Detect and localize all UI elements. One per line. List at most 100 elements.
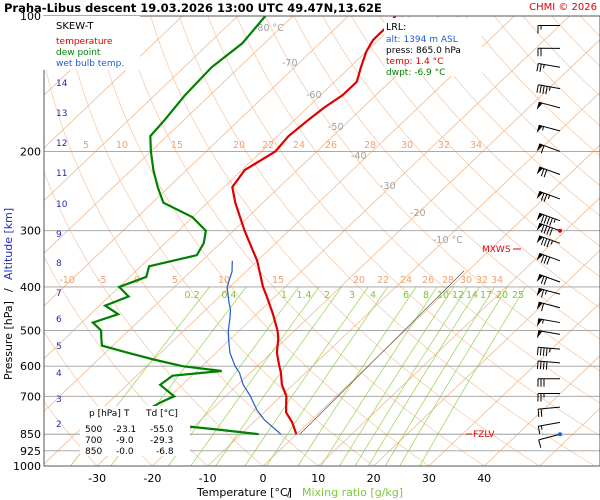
- wind-barb: [536, 222, 562, 236]
- wind-barb: [536, 301, 561, 312]
- pressure-tick-label: 1000: [13, 460, 41, 473]
- wind-barb: [537, 406, 561, 418]
- wind-barb: [536, 101, 561, 110]
- adiabat-label: 28: [442, 275, 454, 286]
- pressure-tick-label: 700: [20, 390, 41, 403]
- dry-adiabat: [264, 16, 600, 372]
- legend-temperature: temperature: [56, 37, 113, 47]
- dry-adiabat: [579, 16, 600, 37]
- ylabel-pressure: Pressure [hPa]: [2, 301, 15, 380]
- mixing-ratio-label: 1.4: [296, 290, 311, 301]
- wind-barb: [536, 166, 561, 178]
- adiabat-label: 32: [438, 140, 450, 151]
- plot-frame: [43, 15, 600, 467]
- isotherm: [44, 16, 515, 465]
- fzlv-label: FZLV: [473, 430, 495, 440]
- altitude-tick-label: 8: [56, 259, 62, 269]
- temperature-tick-label: 20: [367, 472, 381, 485]
- adiabat-label: -5: [97, 275, 106, 286]
- pressure-tick-label: 500: [20, 325, 41, 338]
- stats-row-500-t: -23.1: [113, 425, 136, 435]
- wind-barb: [536, 84, 561, 95]
- wind-barb: [537, 378, 561, 387]
- isotherm: [44, 16, 460, 412]
- adiabat-label: 34: [491, 275, 503, 286]
- adiabat-label: 5: [83, 140, 89, 151]
- mixing-ratio-line: [354, 286, 468, 466]
- altitude-tick-label: 12: [56, 139, 67, 149]
- pressure-tick-label: 100: [20, 10, 41, 23]
- lrl-box: [384, 18, 482, 76]
- mixing-ratio-label: 0.4: [221, 290, 236, 301]
- adiabat-label: 22: [377, 275, 389, 286]
- dry-adiabat: [350, 16, 600, 278]
- pressure-tick-label: 600: [20, 360, 41, 373]
- profiles: [90, 16, 397, 436]
- adiabat-label: 24: [400, 275, 412, 286]
- dew-point-line: [90, 16, 267, 436]
- wind-barb: [536, 252, 561, 265]
- xlabel-temperature: Temperature [°C]: [196, 486, 292, 499]
- adiabat-label: 22: [262, 140, 274, 151]
- dry-adiabat: [408, 16, 600, 217]
- reference-line: [299, 270, 465, 435]
- altitude-tick-label: 13: [56, 109, 67, 119]
- stats-header-td: Td [°C]: [145, 409, 178, 419]
- wind-barb: [536, 330, 561, 339]
- dry-adiabat: [465, 16, 600, 157]
- isotherm: [373, 249, 600, 466]
- mixing-ratio-label: 2: [324, 290, 330, 301]
- lrl-dewpoint: dwpt: -6.9 °C: [386, 68, 445, 78]
- stats-row-850-td: -6.8: [156, 447, 174, 457]
- dry-adiabat: [150, 16, 540, 466]
- altitude-tick-label: 2: [56, 420, 62, 430]
- mixing-ratio-label: 20: [496, 290, 508, 301]
- altitude-tick-label: 9: [56, 230, 62, 240]
- stats-row-500-p: 500: [85, 425, 102, 435]
- dry-adiabat: [293, 16, 600, 340]
- isotherm: [44, 16, 183, 149]
- temperature-tick-label: 40: [477, 472, 491, 485]
- mixing-ratio-line: [320, 286, 438, 466]
- mixing-ratio-label: 6: [403, 290, 409, 301]
- dry-adiabat: [121, 16, 485, 466]
- isotherm: [44, 16, 349, 307]
- legend-dew-point: dew point: [56, 48, 101, 58]
- chart-title: Praha-Libus descent 19.03.2026 13:00 UTC…: [4, 1, 382, 15]
- isotherm: [539, 407, 600, 466]
- temperature-tick-label: 0: [260, 472, 267, 485]
- ylabel-altitude: Altitude [km]: [2, 208, 15, 280]
- altitude-tick-label: 10: [56, 200, 68, 210]
- wind-barb: [536, 346, 561, 357]
- pressure-tick-label: 400: [20, 281, 41, 294]
- adiabat-label: 28: [364, 140, 376, 151]
- lrl-pressure: press: 865.0 hPa: [386, 46, 461, 56]
- adiabat-label: -10: [59, 275, 75, 286]
- legend-wet-bulb: wet bulb temp.: [56, 59, 124, 69]
- wind-barb: [537, 392, 561, 402]
- xlabel-sep: /: [287, 486, 291, 499]
- isotherm-label: -60: [306, 90, 322, 101]
- dry-adiabat: [44, 170, 264, 466]
- altitude-tick-label: 6: [56, 315, 62, 325]
- temperature-tick-label: -20: [143, 472, 161, 485]
- isotherm-label: -70: [282, 58, 298, 69]
- mixing-ratio-label: 1: [281, 290, 287, 301]
- xlabel-mixing-ratio: Mixing ratio [g/kg]: [302, 486, 403, 499]
- isotherm: [44, 16, 294, 254]
- mixing-ratio-label: 17: [480, 290, 492, 301]
- adiabat-label: 32: [476, 275, 488, 286]
- lrl-title: LRL:: [386, 22, 406, 33]
- mixing-ratio-line: [266, 286, 388, 466]
- isotherm: [44, 16, 128, 96]
- mxws-label: MXWS: [482, 245, 511, 255]
- temperature-tick-label: -10: [199, 472, 217, 485]
- pressure-tick-label: 925: [20, 445, 41, 458]
- wind-barb: [536, 143, 561, 154]
- pressure-tick-label: 850: [20, 428, 41, 441]
- wind-barb: [537, 25, 561, 34]
- isotherm-label: -50: [328, 122, 344, 133]
- wind-barb: [538, 432, 562, 448]
- stats-header-t: T: [123, 409, 130, 419]
